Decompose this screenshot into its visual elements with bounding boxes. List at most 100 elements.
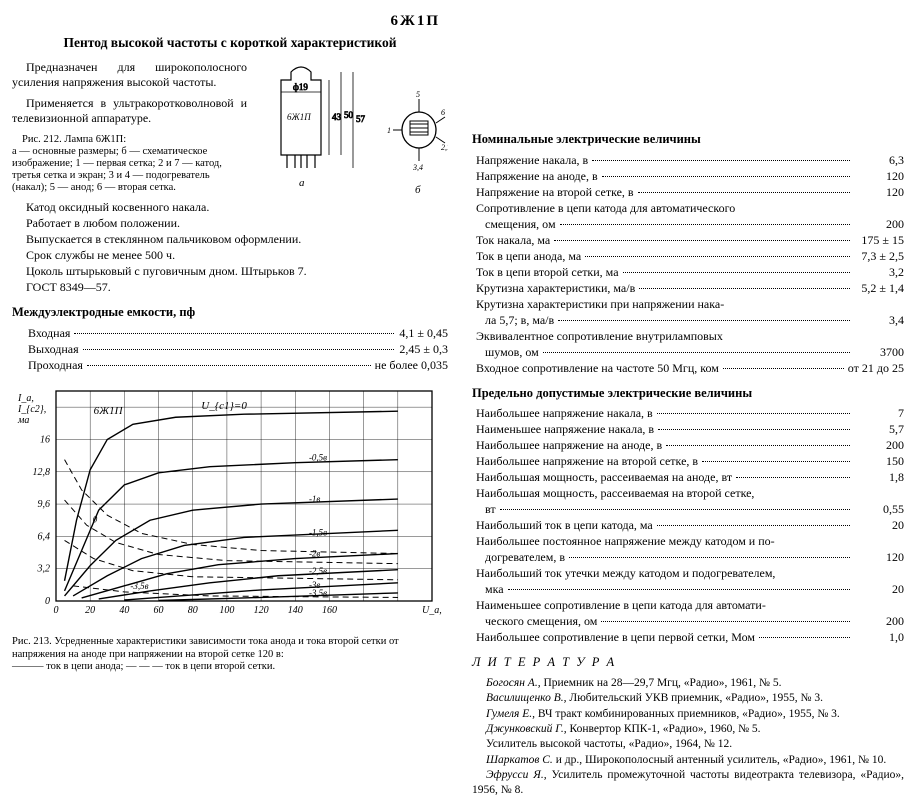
param-row: Ток в цепи анода, ма 7,3 ± 2,5 (472, 249, 904, 264)
page-title: Пентод высокой частоты с короткой характ… (12, 35, 448, 52)
literature-head: Л И Т Е Р А Т У Р А (472, 655, 904, 671)
param-value: 3700 (854, 345, 904, 360)
param-value: не более 0,035 (375, 358, 448, 373)
capacitance-list: Входная 4,1 ± 0,45 Выходная 2,45 ± 0,3 П… (12, 326, 448, 373)
param-label: вт (476, 502, 496, 517)
intro-block: Предназначен для широкополосного усилени… (12, 60, 448, 194)
param-row: мка 20 (472, 582, 904, 597)
param-row: Наибольший ток в цепи катода, ма 20 (472, 518, 904, 533)
svg-text:9,6: 9,6 (38, 499, 51, 510)
svg-text:а: а (299, 177, 305, 189)
param-row: Крутизна характеристики, ма/в 5,2 ± 1,4 (472, 281, 904, 296)
param-label: Наибольшее напряжение накала, в (476, 406, 653, 421)
nominal-list: Напряжение накала, в 6,3 Напряжение на а… (472, 153, 904, 376)
svg-text:80: 80 (188, 605, 198, 616)
param-value: 5,7 (854, 422, 904, 437)
svg-text:12,8: 12,8 (33, 466, 51, 477)
svg-text:16: 16 (40, 434, 50, 445)
param-label: Наибольшее сопротивление в цепи первой с… (476, 630, 755, 645)
param-value: 20 (854, 518, 904, 533)
svg-text:6Ж1П: 6Ж1П (94, 405, 124, 417)
spec-line: Цоколь штырьковый с пуговичным дном. Шты… (12, 264, 448, 279)
reference: Джунковский Г., Конвертор КПК-1, «Радио»… (472, 722, 904, 736)
param-value: от 21 до 25 (848, 361, 904, 376)
param-row: Наименьшее напряжение накала, в 5,7 (472, 422, 904, 437)
reference: Усилитель высокой частоты, «Радио», 1964… (472, 737, 904, 751)
param-value: 7 (854, 406, 904, 421)
param-row: Наибольшее напряжение на аноде, в 200 (472, 438, 904, 453)
tube-drawing: ф19 43 50 57 6Ж1П а 5 6 2,7 (243, 60, 448, 200)
svg-text:3,4: 3,4 (412, 163, 423, 172)
param-value: 200 (854, 438, 904, 453)
svg-text:-0,5в: -0,5в (309, 452, 327, 462)
svg-text:120: 120 (254, 605, 269, 616)
param-label: Напряжение накала, в (476, 153, 588, 168)
nominal-title: Номинальные электрические величины (472, 132, 904, 148)
svg-text:-2в: -2в (309, 548, 320, 558)
param-label: мка (476, 582, 504, 597)
cap-section-title: Междуэлектродные емкости, пф (12, 305, 448, 321)
param-value: 5,2 ± 1,4 (854, 281, 904, 296)
svg-text:3,2: 3,2 (37, 563, 51, 574)
svg-text:0: 0 (45, 596, 50, 607)
svg-text:6,4: 6,4 (38, 531, 51, 542)
svg-text:140: 140 (288, 605, 303, 616)
svg-text:-1в: -1в (309, 494, 320, 504)
param-value: 120 (854, 550, 904, 565)
param-row: Входная 4,1 ± 0,45 (12, 326, 448, 341)
param-row: Напряжение на второй сетке, в 120 (472, 185, 904, 200)
param-row: Напряжение накала, в 6,3 (472, 153, 904, 168)
svg-text:50: 50 (344, 110, 354, 120)
param-value: 200 (854, 614, 904, 629)
param-value: 0,55 (854, 502, 904, 517)
spec-line: Работает в любом положении. (12, 216, 448, 231)
param-value: 150 (854, 454, 904, 469)
param-value: 120 (854, 169, 904, 184)
param-row: Входное сопротивление на частоте 50 Мгц,… (472, 361, 904, 376)
spec-line: Срок службы не менее 500 ч. (12, 248, 448, 263)
param-value: 175 ± 15 (854, 233, 904, 248)
param-row: Проходная не более 0,035 (12, 358, 448, 373)
svg-text:ф19: ф19 (293, 82, 308, 92)
reference: Гумеля Е., ВЧ тракт комбинированных прие… (472, 707, 904, 721)
left-column: 6Ж1П Пентод высокой частоты с короткой х… (0, 0, 460, 754)
fig212-caption: Рис. 212. Лампа 6Ж1П:а — основные размер… (12, 134, 247, 194)
param-label: Наибольший ток в цепи катода, ма (476, 518, 653, 533)
spec-line: Выпускается в стеклянном пальчиковом офо… (12, 232, 448, 247)
svg-text:43: 43 (332, 112, 342, 122)
svg-text:60: 60 (154, 605, 164, 616)
param-label: Входная (28, 326, 70, 341)
param-label: смещения, ом (476, 217, 556, 232)
svg-text:U_{c1}=0: U_{c1}=0 (201, 400, 247, 412)
param-value: 1,0 (854, 630, 904, 645)
svg-text:I_a,: I_a, (17, 393, 34, 404)
param-row: Наибольшее сопротивление в цепи первой с… (472, 630, 904, 645)
param-row: Наибольшая мощность, рассеиваемая на ано… (472, 470, 904, 485)
svg-text:U_a, в: U_a, в (422, 605, 442, 616)
param-label: Ток в цепи анода, ма (476, 249, 581, 264)
param-label: Ток накала, ма (476, 233, 550, 248)
right-column: Номинальные электрические величины Напря… (460, 0, 916, 754)
param-row: Выходная 2,45 ± 0,3 (12, 342, 448, 357)
svg-text:б: б (415, 184, 421, 196)
svg-text:0: 0 (93, 514, 98, 524)
param-row: Напряжение на аноде, в 120 (472, 169, 904, 184)
page: { "header": {"code":"6Ж1П","title":"Пент… (0, 0, 916, 754)
svg-text:I_{c2},: I_{c2}, (17, 404, 46, 415)
param-label: Проходная (28, 358, 83, 373)
svg-text:2,7: 2,7 (441, 143, 448, 152)
param-label: Наибольшее напряжение на аноде, в (476, 438, 662, 453)
param-row: ческого смещения, ом 200 (472, 614, 904, 629)
param-value: 1,8 (854, 470, 904, 485)
param-value: 20 (854, 582, 904, 597)
intro-p1: Предназначен для широкополосного усилени… (12, 60, 247, 89)
svg-text:100: 100 (219, 605, 234, 616)
svg-text:5: 5 (416, 90, 420, 99)
spec-line: ГОСТ 8349—57. (12, 280, 448, 295)
param-label: ла 5,7; в, ма/в (476, 313, 554, 328)
svg-text:-1,5в: -1,5в (309, 527, 327, 537)
param-row: шумов, ом 3700 (472, 345, 904, 360)
param-label: Наибольшая мощность, рассеиваемая на ано… (476, 470, 732, 485)
param-row: Ток накала, ма 175 ± 15 (472, 233, 904, 248)
param-value: 3,2 (854, 265, 904, 280)
